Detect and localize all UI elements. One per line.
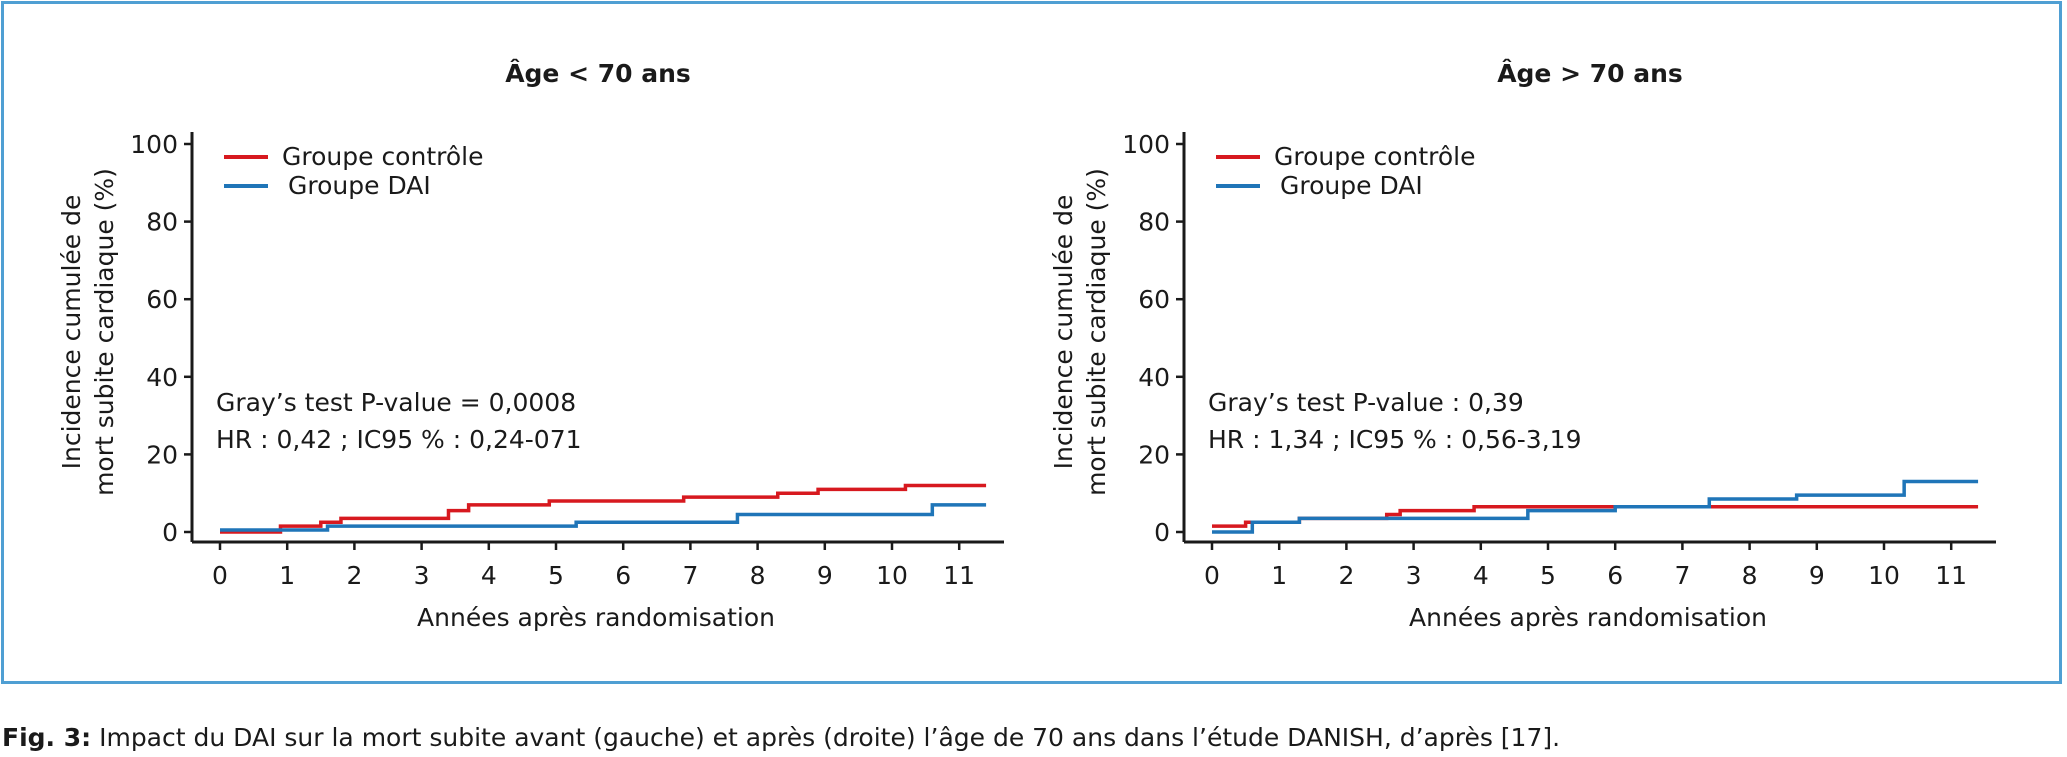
y-tick-label: 40 bbox=[1138, 363, 1170, 392]
x-axis-label: Années après randomisation bbox=[417, 603, 775, 632]
x-tick-label: 4 bbox=[1473, 561, 1489, 590]
caption-label: Fig. 3: bbox=[2, 723, 92, 752]
y-tick-label: 100 bbox=[1122, 130, 1170, 159]
x-tick-label: 3 bbox=[1406, 561, 1422, 590]
x-tick-label: 4 bbox=[481, 561, 497, 590]
y-tick-label: 40 bbox=[146, 363, 178, 392]
dai-group-curve bbox=[220, 503, 987, 532]
y-tick-label: 60 bbox=[146, 285, 178, 314]
x-tick-label: 9 bbox=[1809, 561, 1825, 590]
x-tick-label: 5 bbox=[1540, 561, 1556, 590]
x-tick-label: 6 bbox=[615, 561, 631, 590]
x-tick-label: 3 bbox=[414, 561, 430, 590]
hr-annotation: HR : 0,42 ; IC95 % : 0,24-071 bbox=[216, 425, 582, 454]
y-tick-label: 100 bbox=[130, 130, 178, 159]
control-group-curve bbox=[220, 483, 987, 534]
x-tick-label: 11 bbox=[943, 561, 975, 590]
y-axis-label: mort subite cardiaque (%) bbox=[1082, 168, 1111, 496]
y-axis-label: Incidence cumulée de bbox=[1049, 195, 1078, 470]
x-tick-label: 10 bbox=[1868, 561, 1900, 590]
caption-text: Impact du DAI sur la mort subite avant (… bbox=[91, 723, 1561, 752]
figure-frame bbox=[1, 1, 2062, 684]
legend-label-control: Groupe contrôle bbox=[1274, 142, 1475, 171]
x-tick-label: 6 bbox=[1607, 561, 1623, 590]
panel-title: Âge < 70 ans bbox=[505, 59, 691, 88]
hr-annotation: HR : 1,34 ; IC95 % : 0,56-3,19 bbox=[1208, 425, 1581, 454]
x-tick-label: 8 bbox=[750, 561, 766, 590]
x-tick-label: 10 bbox=[876, 561, 908, 590]
x-tick-label: 2 bbox=[1338, 561, 1354, 590]
y-tick-label: 0 bbox=[162, 518, 178, 547]
x-tick-label: 5 bbox=[548, 561, 564, 590]
x-tick-label: 9 bbox=[817, 561, 833, 590]
legend-label-dai: Groupe DAI bbox=[1280, 171, 1423, 200]
panel-title: Âge > 70 ans bbox=[1497, 59, 1683, 88]
figure-caption: Fig. 3: Impact du DAI sur la mort subite… bbox=[2, 723, 1560, 752]
y-tick-label: 80 bbox=[1138, 208, 1170, 237]
gray-test-annotation: Gray’s test P-value = 0,0008 bbox=[216, 388, 576, 417]
panel-right: Âge > 70 ans 0 20 40 60 80 100 0 1 2 3 4 5 6 7 8 9 10 11 An… bbox=[1049, 59, 1996, 632]
y-tick-label: 20 bbox=[1138, 440, 1170, 469]
x-tick-label: 8 bbox=[1742, 561, 1758, 590]
y-axis-label: mort subite cardiaque (%) bbox=[90, 168, 119, 496]
x-axis-label: Années après randomisation bbox=[1409, 603, 1767, 632]
x-tick-label: 1 bbox=[279, 561, 295, 590]
x-tick-label: 0 bbox=[212, 561, 228, 590]
control-group-curve bbox=[1212, 505, 1979, 528]
x-tick-label: 2 bbox=[346, 561, 362, 590]
panel-left: Âge < 70 ans 0 20 40 60 80 100 0 1 2 3 4 5 6 7 8 9 10 11 An… bbox=[57, 59, 1004, 632]
y-axis-label: Incidence cumulée de bbox=[57, 195, 86, 470]
x-tick-label: 0 bbox=[1204, 561, 1220, 590]
y-tick-label: 20 bbox=[146, 440, 178, 469]
legend-label-control: Groupe contrôle bbox=[282, 142, 483, 171]
x-tick-label: 7 bbox=[682, 561, 698, 590]
x-tick-label: 11 bbox=[1935, 561, 1967, 590]
dai-group-curve bbox=[1212, 479, 1979, 534]
y-tick-label: 60 bbox=[1138, 285, 1170, 314]
legend-label-dai: Groupe DAI bbox=[288, 171, 431, 200]
y-tick-label: 80 bbox=[146, 208, 178, 237]
y-tick-label: 0 bbox=[1154, 518, 1170, 547]
x-tick-label: 1 bbox=[1271, 561, 1287, 590]
x-tick-label: 7 bbox=[1674, 561, 1690, 590]
gray-test-annotation: Gray’s test P-value : 0,39 bbox=[1208, 388, 1524, 417]
